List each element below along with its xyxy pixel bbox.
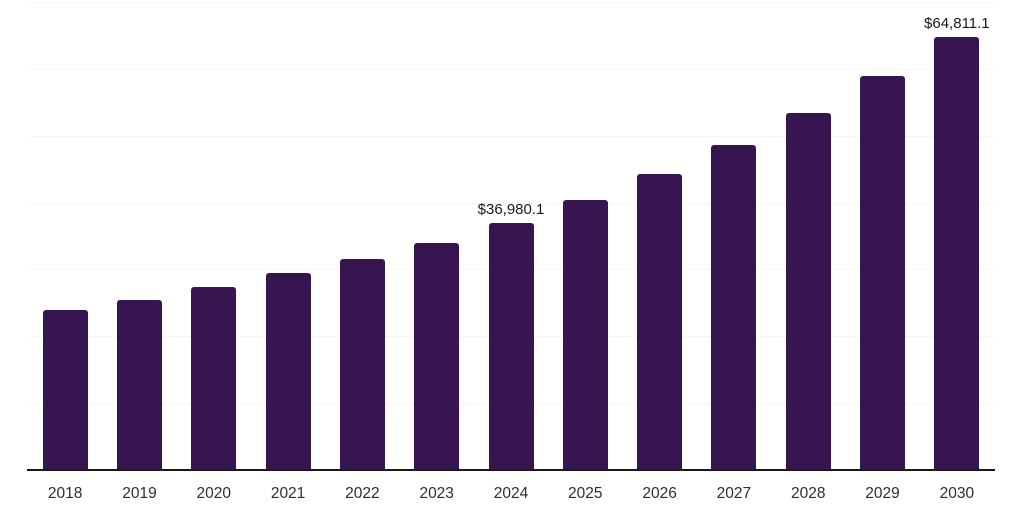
bar-2019 <box>116 299 162 470</box>
bar-2020 <box>191 286 237 470</box>
bar-2024 <box>488 222 534 470</box>
value-label-2030: $64,811.1 <box>924 14 990 32</box>
value-label-2024: $36,980.1 <box>477 200 545 218</box>
x-tick-label-2026: 2026 <box>642 485 677 502</box>
bar-2027 <box>711 145 757 470</box>
bar-2030 <box>934 36 980 470</box>
x-tick-label-2023: 2023 <box>419 485 454 502</box>
x-tick-label-2020: 2020 <box>196 485 232 502</box>
x-axis-line <box>27 469 995 471</box>
gridline <box>28 135 995 137</box>
gridline <box>28 2 995 3</box>
x-tick-label-2028: 2028 <box>790 485 826 502</box>
x-tick-label-2018: 2018 <box>47 485 83 502</box>
bar-2028 <box>785 112 831 470</box>
bar-2025 <box>562 199 608 470</box>
bar-2026 <box>637 173 683 470</box>
x-tick-label-2022: 2022 <box>345 485 380 502</box>
bar-2029 <box>860 75 906 470</box>
x-tick-label-2021: 2021 <box>270 485 306 502</box>
gridline <box>28 68 995 70</box>
x-tick-label-2025: 2025 <box>568 485 603 502</box>
x-tick-label-2029: 2029 <box>865 485 900 502</box>
x-tick-label-2027: 2027 <box>716 485 752 502</box>
x-tick-label-2019: 2019 <box>122 485 157 502</box>
x-tick-label-2024: 2024 <box>493 485 529 502</box>
x-tick-label-2030: 2030 <box>939 485 975 502</box>
gridline <box>28 202 995 204</box>
bar-2023 <box>414 242 460 470</box>
bar-2022 <box>339 259 385 470</box>
bar-2021 <box>265 272 311 470</box>
bar-2018 <box>42 309 88 470</box>
